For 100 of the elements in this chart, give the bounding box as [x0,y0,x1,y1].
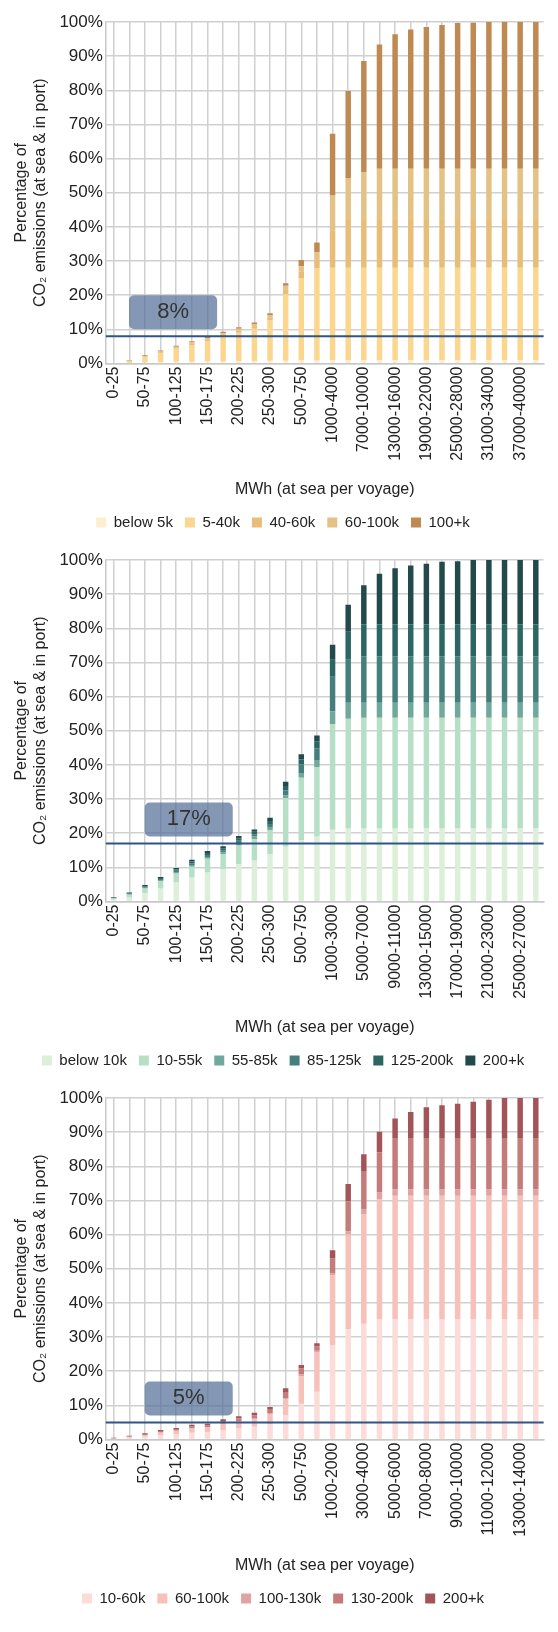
x-tick-label: 13000-16000 [385,366,403,461]
y-tick-label: 40% [68,216,103,236]
y-axis-title: Percentage of CO₂ emissions (at sea & in port) [12,1154,49,1383]
x-tick-label: 25000-28000 [448,366,466,461]
legend-label: below 10k [59,1050,128,1068]
x-tick-label: 1000-3000 [322,904,340,981]
x-tick-label: 500-750 [291,904,309,964]
y-tick-label: 70% [68,652,103,672]
x-tick-label: 1000-2000 [322,1442,340,1519]
x-tick-label: 1000-4000 [322,366,340,443]
x-axis-title: MWh (at sea per voyage) [234,1017,415,1035]
y-tick-label: 60% [68,686,103,706]
x-tick-label: 50-75 [135,366,153,408]
legend-label: 40-60k [269,512,316,530]
x-tick-label: 5000-6000 [385,1442,403,1519]
y-tick-label: 50% [68,1258,103,1278]
x-tick-label: 100-125 [166,1442,184,1502]
x-tick-label: 31000-34000 [479,366,497,461]
x-tick-label: 7000-10000 [354,366,372,452]
y-tick-label: 90% [68,583,103,603]
ref-line-label: 5% [172,1384,205,1410]
x-tick-label: 500-750 [291,366,309,426]
y-tick-label: 100% [59,1087,103,1107]
y-tick-label: 20% [68,1360,103,1380]
x-tick-label: 21000-23000 [479,904,497,999]
ref-line-label: 8% [157,298,189,324]
x-tick-label: 500-750 [291,1442,309,1502]
x-tick-label: 250-300 [260,904,278,964]
x-tick-label: 150-175 [197,1442,215,1502]
x-tick-label: 150-175 [197,366,215,426]
legend-label: 100-130k [258,1588,322,1606]
legend-label: below 5k [113,512,174,530]
y-tick-label: 0% [78,353,103,373]
x-tick-label: 250-300 [260,1442,278,1502]
y-tick-label: 80% [68,79,103,99]
y-tick-label: 30% [68,1326,103,1346]
x-tick-label: 13000-15000 [416,904,434,999]
y-tick-label: 40% [68,1292,103,1312]
x-tick-label: 25000-27000 [510,904,528,999]
y-tick-label: 0% [78,891,103,911]
x-tick-label: 200-225 [229,904,247,964]
y-tick-label: 0% [78,1429,103,1449]
ref-line-label: 17% [166,805,211,831]
x-tick-label: 37000-40000 [510,366,528,461]
x-tick-label: 200-225 [229,1442,247,1502]
y-axis-title: Percentage of CO₂ emissions (at sea & in port) [12,616,49,845]
x-tick-label: 150-175 [197,904,215,964]
y-tick-label: 10% [68,1395,103,1415]
legend-label: 125-200k [390,1050,454,1068]
x-tick-label: 13000-14000 [510,1442,528,1537]
legend-label: 5-40k [202,512,241,530]
x-tick-label: 50-75 [135,1442,153,1484]
y-tick-label: 90% [68,45,103,65]
y-tick-label: 10% [68,857,103,877]
legend-label: 130-200k [350,1588,414,1606]
y-tick-label: 60% [68,148,103,168]
legend-label: 10-55k [156,1050,203,1068]
x-axis-title: MWh (at sea per voyage) [234,479,415,497]
y-tick-label: 50% [68,182,103,202]
y-tick-label: 30% [68,788,103,808]
y-tick-label: 80% [68,1155,103,1175]
y-tick-label: 70% [68,114,103,134]
legend-label: 200+k [482,1050,525,1068]
y-tick-label: 50% [68,720,103,740]
x-tick-label: 50-75 [135,904,153,946]
x-tick-label: 0-25 [104,904,122,937]
y-tick-label: 20% [68,822,103,842]
y-tick-label: 70% [68,1190,103,1210]
x-tick-label: 11000-12000 [479,1442,497,1536]
x-tick-label: 3000-4000 [354,1442,372,1519]
x-tick-label: 250-300 [260,366,278,426]
x-tick-label: 7000-8000 [416,1442,434,1519]
y-tick-label: 100% [59,549,103,569]
x-tick-label: 17000-19000 [448,904,466,999]
legend-label: 200+k [442,1588,485,1606]
y-tick-label: 60% [68,1224,103,1244]
x-tick-label: 0-25 [104,366,122,399]
y-tick-label: 100% [59,11,103,31]
x-tick-label: 9000-10000 [448,1442,466,1528]
x-tick-label: 0-25 [104,1442,122,1475]
legend-label: 60-100k [174,1588,230,1606]
x-tick-label: 5000-7000 [354,904,372,981]
x-axis-title: MWh (at sea per voyage) [234,1555,415,1573]
legend-label: 85-125k [307,1050,362,1068]
legend-label: 60-100k [344,512,400,530]
x-tick-label: 100-125 [166,366,184,426]
x-tick-label: 9000-11000 [385,904,403,989]
x-tick-label: 200-225 [229,366,247,426]
y-tick-label: 40% [68,754,103,774]
y-tick-label: 10% [68,319,103,339]
legend-label: 100+k [428,512,471,530]
x-tick-label: 19000-22000 [416,366,434,461]
y-tick-label: 80% [68,617,103,637]
y-tick-label: 20% [68,284,103,304]
y-axis-title: Percentage of CO₂ emissions (at sea & in port) [12,78,49,307]
y-tick-label: 30% [68,250,103,270]
x-tick-label: 100-125 [166,904,184,964]
legend-label: 55-85k [231,1050,279,1068]
legend-label: 10-60k [99,1588,146,1606]
y-tick-label: 90% [68,1121,103,1141]
